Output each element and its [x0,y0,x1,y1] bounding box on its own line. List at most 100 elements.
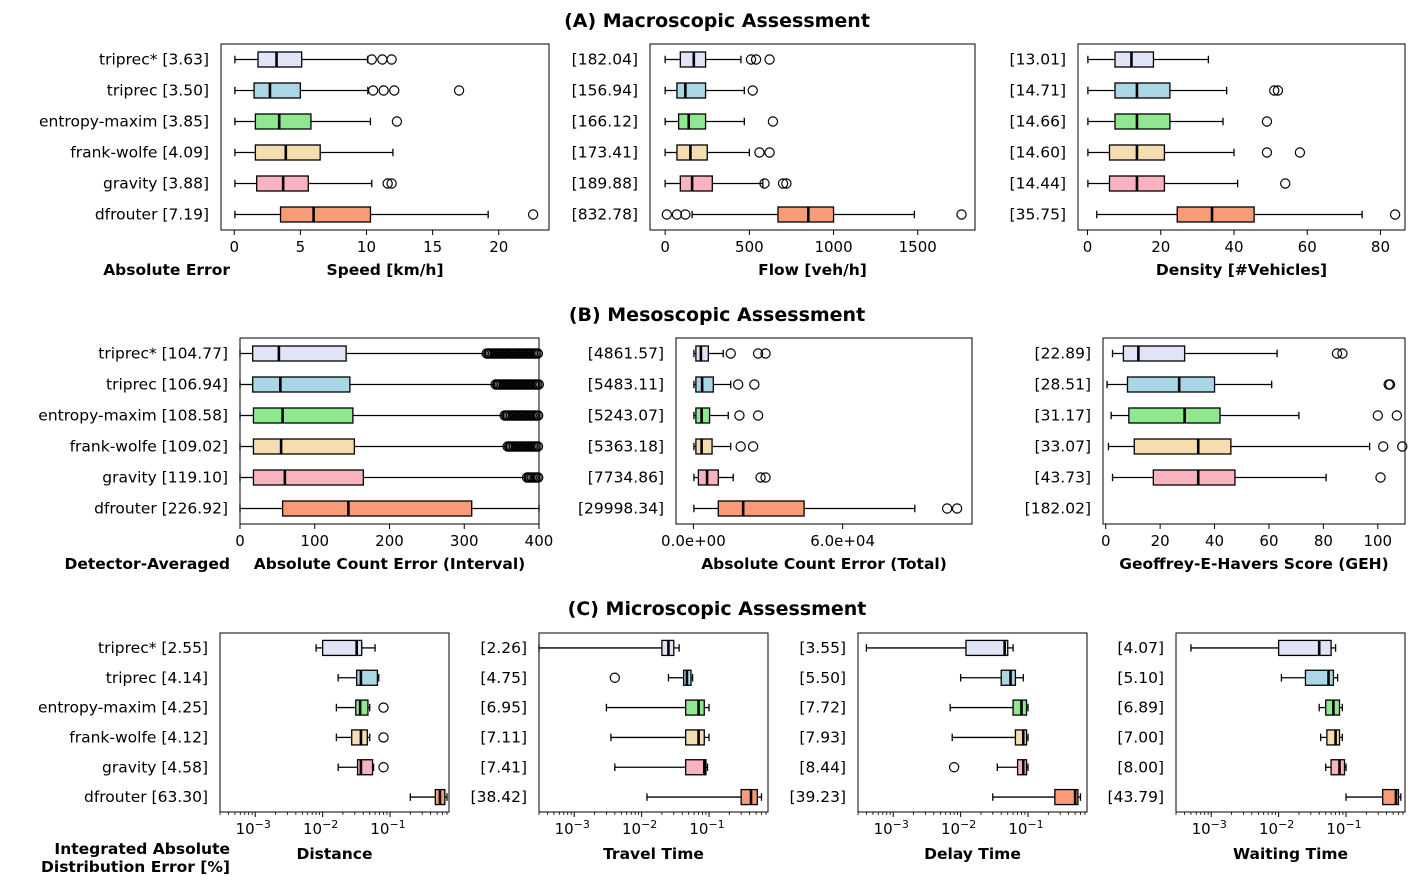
plot-frame [649,43,976,231]
box-geh-triprec: [28.51] [1035,376,1396,394]
plot-frame [675,337,973,525]
row-label-flow-gravity: [189.88] [572,175,638,193]
iqr-box [1000,669,1017,686]
outlier-point [378,85,389,96]
iqr-box [685,729,705,746]
iqr-box [1304,669,1335,686]
iqr-box [1054,788,1079,806]
x-axis-label-delay_time: Delay Time [924,845,1021,863]
x-tick-label: 10−2 [303,818,338,838]
x-tick-label: 20 [1151,532,1170,550]
outlier-point [755,472,766,483]
row-label-count_total-gravity: [7734.86] [588,469,664,487]
plot-frame [219,632,450,813]
outlier-point [956,209,967,220]
outlier-point [749,379,760,390]
box-delay_time-triprec*: [3.55] [799,639,1014,657]
row-label-speed-triprec*: triprec* [3.63] [99,51,209,69]
box-speed-triprec*: triprec* [3.63] [99,51,397,69]
box-travel_time-gravity: [7.41] [480,758,709,776]
plot-frame [239,337,540,525]
x-axis-label-count_interval: Absolute Count Error (Interval) [254,555,526,573]
row-label-waiting_time-dfrouter: [43.79] [1108,788,1164,806]
iqr-box [695,376,714,393]
iqr-box [355,699,369,716]
panel-geh: [22.89] [28.51] [31.17] [33.07] [43.73] [182.… [1025,337,1408,573]
panels: triprec* [3.63] triprec [3.50] entropy-max… [38,43,1408,863]
outlier-point [764,54,775,65]
box-waiting_time-dfrouter: [43.79] [1108,788,1402,806]
box-flow-gravity: [189.88] [572,175,792,193]
box-travel_time-triprec*: [2.26] [480,639,680,657]
box-delay_time-dfrouter: [39.23] [790,788,1082,806]
outlier-point [732,379,744,390]
row-label-speed-entropy-maxim: entropy-maxim [3.85] [39,113,209,131]
row-label-waiting_time-triprec: [5.10] [1117,669,1164,687]
plot-frame [1102,337,1406,525]
row-label-geh-entropy-maxim: [31.17] [1035,407,1091,425]
iqr-box [1176,206,1255,223]
iqr-box [279,206,372,223]
plot-frame [538,632,769,813]
row-label-density-gravity: [14.44] [1010,175,1066,193]
section-title-a: (A) Macroscopic Assessment [564,10,870,32]
iqr-box [1126,376,1216,393]
outlier-point [377,54,388,65]
row-title-a: Absolute Error [103,261,230,279]
box-density-frank-wolfe: [14.60] [1010,144,1306,162]
box-distance-gravity: gravity [4.58] [102,758,389,776]
plot-frame [1077,43,1406,231]
iqr-box [257,51,303,68]
row-label-density-frank-wolfe: [14.60] [1010,144,1066,162]
box-count_interval-frank-wolfe: frank-wolfe [109.02] [70,438,544,456]
row-label-distance-entropy-maxim: entropy-maxim [4.25] [38,699,208,717]
x-tick-label: 40 [1205,532,1224,550]
row-label-geh-gravity: [43.73] [1035,469,1091,487]
outlier-point [378,702,389,713]
row-label-flow-frank-wolfe: [173.41] [572,144,638,162]
x-axis-label-speed: Speed [km/h] [326,261,443,279]
outlier-point [734,410,745,421]
box-speed-gravity: gravity [3.88] [103,175,397,193]
outlier-point [378,732,389,743]
box-density-triprec*: [13.01] [1010,51,1210,69]
row-label-speed-triprec: triprec [3.50] [107,82,209,100]
outlier-point [1261,147,1273,158]
iqr-box [685,759,707,776]
outlier-point [366,54,377,65]
x-tick-label: 6.0e+04 [810,532,875,550]
outlier-point [378,762,389,773]
outlier-point [609,672,621,683]
box-count_total-triprec: [5483.11] [588,376,760,394]
outlier-point [951,503,963,514]
outlier-point [1375,472,1386,483]
outlier-point [386,54,397,65]
outlier-point [661,209,673,220]
iqr-box [252,376,351,393]
row-label-travel_time-frank-wolfe: [7.11] [480,728,527,746]
row-label-travel_time-triprec*: [2.26] [480,639,527,657]
row-label-travel_time-dfrouter: [38.42] [471,788,527,806]
box-waiting_time-triprec*: [4.07] [1117,639,1337,657]
row-title-c-line2: Distribution Error [%] [41,858,230,876]
row-label-geh-dfrouter: [182.02] [1025,500,1091,518]
panel-count_interval: triprec* [104.77] triprec [106.94] entropy… [38,337,553,573]
row-label-travel_time-gravity: [7.41] [480,758,527,776]
row-label-count_total-triprec*: [4861.57] [588,345,664,363]
x-tick-label: 0 [235,532,245,550]
iqr-box [1128,407,1221,424]
x-tick-label: 300 [450,532,479,550]
row-label-count_total-triprec: [5483.11] [588,376,664,394]
box-count_total-dfrouter: [29998.34] [578,500,963,518]
x-tick-label: 100 [1363,532,1392,550]
outlier-point [532,441,544,452]
row-label-delay_time-triprec*: [3.55] [799,639,846,657]
box-waiting_time-entropy-maxim: [6.89] [1117,699,1343,717]
box-speed-frank-wolfe: frank-wolfe [4.09] [70,144,394,162]
x-tick-label: 5 [296,238,306,256]
outlier-point [1391,410,1403,421]
row-label-delay_time-dfrouter: [39.23] [790,788,846,806]
box-geh-gravity: [43.73] [1035,469,1386,487]
box-travel_time-entropy-maxim: [6.95] [480,699,710,717]
iqr-box [965,639,1009,657]
